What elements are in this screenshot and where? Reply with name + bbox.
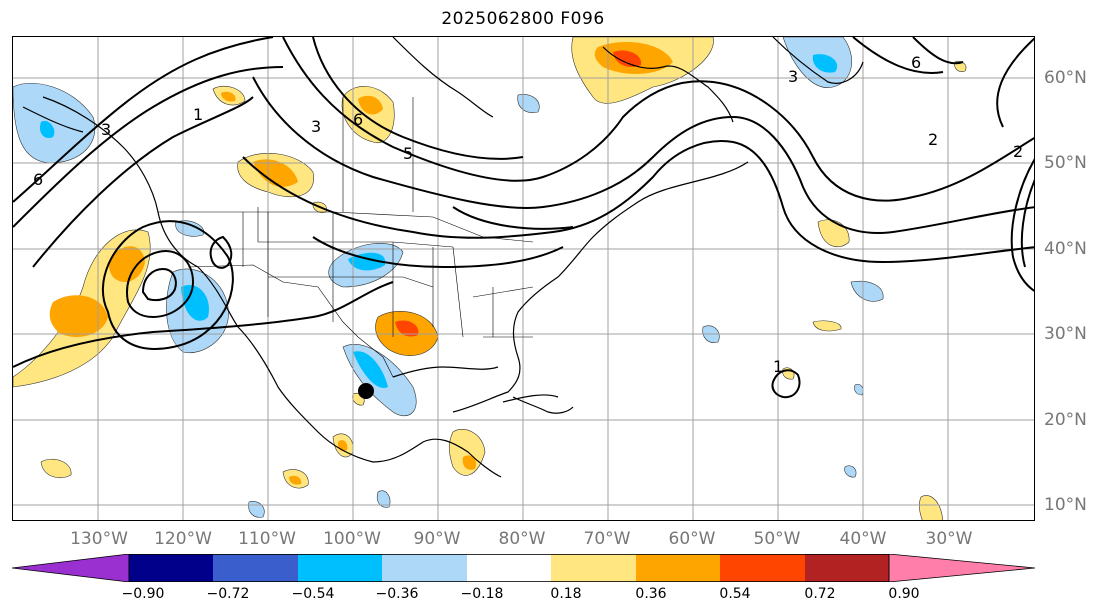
- colorbar: [12, 554, 1035, 582]
- colorbar-tick: 0.18: [550, 586, 581, 602]
- colorbar-tick: −0.90: [122, 586, 165, 602]
- lon-label-70w: 70°W: [584, 529, 631, 549]
- map-panel[interactable]: 3 6 5 1 2 6 6 3 3 1 2: [12, 36, 1035, 521]
- colorbar-tick: 0.90: [888, 586, 919, 602]
- lon-label-110w: 110°W: [238, 529, 296, 549]
- colorbar-swatch: [805, 554, 889, 582]
- lat-label-30n: 30°N: [1044, 324, 1087, 344]
- lat-label-50n: 50°N: [1044, 153, 1087, 173]
- contour-label: 1: [773, 357, 783, 376]
- colorbar-tick: −0.72: [207, 586, 250, 602]
- lon-label-60w: 60°W: [669, 529, 716, 549]
- colorbar-swatch: [298, 554, 382, 582]
- colorbar-swatch: [382, 554, 467, 582]
- contour-label: 6: [911, 53, 921, 72]
- lon-label-130w: 130°W: [70, 529, 128, 549]
- storm-center-marker[interactable]: [358, 383, 374, 399]
- contour-label: 2: [1013, 142, 1023, 161]
- colorbar-swatch: [889, 554, 1035, 582]
- map-canvas: 3 6 5 1 2 6 6 3 3 1 2: [13, 37, 1035, 521]
- lon-label-100w: 100°W: [323, 529, 381, 549]
- contour-label: 5: [403, 144, 413, 163]
- contour-lines: [13, 37, 1035, 397]
- colorbar-tick: 0.36: [635, 586, 666, 602]
- colorbar-tick: −0.54: [292, 586, 335, 602]
- lat-label-10n: 10°N: [1044, 495, 1087, 515]
- contour-label: 3: [101, 120, 111, 139]
- lon-label-90w: 90°W: [414, 529, 461, 549]
- colorbar-swatch: [551, 554, 636, 582]
- contour-label: 6: [353, 110, 363, 129]
- lon-label-80w: 80°W: [499, 529, 546, 549]
- contour-label: 3: [311, 117, 321, 136]
- lon-label-30w: 30°W: [926, 529, 973, 549]
- colorbar-tick: 0.54: [719, 586, 750, 602]
- contour-label: 2: [928, 130, 938, 149]
- lat-label-40n: 40°N: [1044, 239, 1087, 259]
- colorbar-tick: −0.36: [376, 586, 419, 602]
- colorbar-swatch: [636, 554, 720, 582]
- contour-label: 6: [33, 170, 43, 189]
- contour-label: 1: [193, 105, 203, 124]
- colorbar-swatch: [12, 554, 129, 582]
- colorbar-swatch: [467, 554, 551, 582]
- colorbar-swatch: [720, 554, 805, 582]
- anomaly-fills: [13, 37, 966, 521]
- colorbar-tick: −0.18: [461, 586, 504, 602]
- colorbar-tick: 0.72: [804, 586, 835, 602]
- lat-label-60n: 60°N: [1044, 68, 1087, 88]
- lat-label-20n: 20°N: [1044, 410, 1087, 430]
- lon-label-40w: 40°W: [840, 529, 887, 549]
- lon-label-120w: 120°W: [154, 529, 212, 549]
- colorbar-swatch: [129, 554, 213, 582]
- lon-label-50w: 50°W: [754, 529, 801, 549]
- contour-label: 3: [788, 67, 798, 86]
- colorbar-swatch: [213, 554, 298, 582]
- map-title: 2025062800 F096: [0, 9, 1046, 29]
